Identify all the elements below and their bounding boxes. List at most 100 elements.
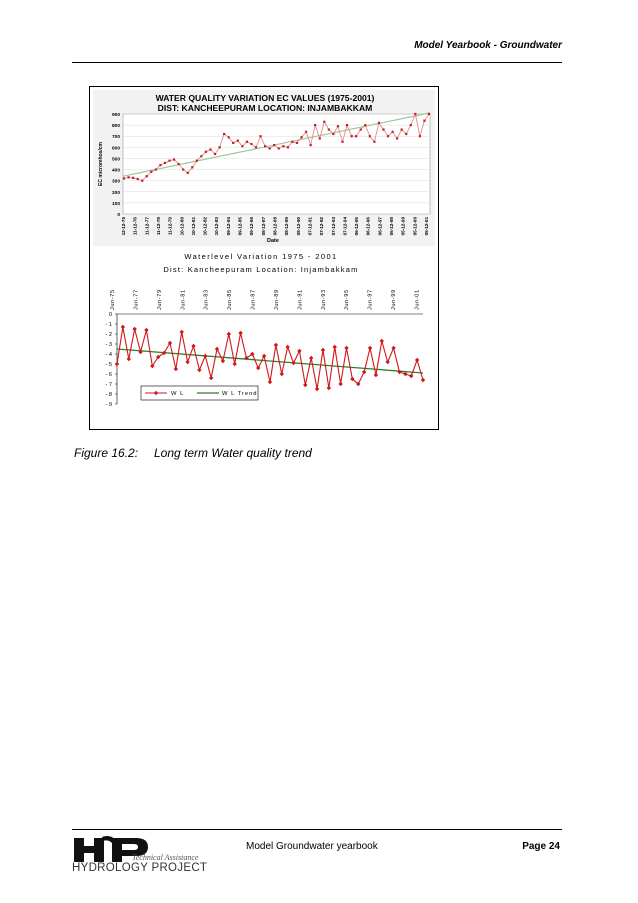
wl-data-point xyxy=(197,367,202,373)
ec-data-point xyxy=(373,140,376,143)
wl-legend-label-wl: W L xyxy=(171,391,184,397)
wl-data-point xyxy=(179,329,184,335)
ec-y-tick-label: 500 xyxy=(112,156,120,162)
ec-data-point xyxy=(163,161,167,164)
ec-x-axis-label: Date xyxy=(267,238,279,244)
ec-data-point xyxy=(236,139,239,142)
wl-data-point xyxy=(361,369,367,375)
wl-y-tick-label: - 8 xyxy=(105,392,112,398)
wl-y-tick-label: - 4 xyxy=(105,352,112,358)
ec-x-tick-label: 07-12-91 xyxy=(307,217,312,236)
ec-data-point xyxy=(195,159,198,162)
ec-data-point xyxy=(168,159,171,162)
wl-chart-title: Waterlevel Variation 1975 - 2001 xyxy=(184,252,337,261)
ec-data-point xyxy=(122,177,126,180)
ec-x-tick-label: 08-12-88 xyxy=(273,217,278,236)
ec-data-point xyxy=(427,112,431,116)
wl-data-point xyxy=(256,365,261,371)
ec-data-point xyxy=(209,148,212,151)
ec-x-tick-label: 10-12-81 xyxy=(191,217,196,236)
ec-data-point xyxy=(341,140,344,143)
wl-data-point xyxy=(238,330,243,336)
ec-data-point xyxy=(141,179,144,182)
wl-y-tick-label: - 9 xyxy=(105,402,112,408)
ec-x-tick-label: 10-12-82 xyxy=(203,217,208,236)
header-divider xyxy=(72,62,562,63)
ec-x-tick-label: 11-12-76 xyxy=(133,217,138,236)
ec-data-point xyxy=(350,135,353,138)
ec-y-tick-label: 700 xyxy=(112,134,120,140)
ec-data-point xyxy=(268,147,271,150)
wl-trend-line xyxy=(116,348,424,374)
ec-x-tick-label: 11-12-77 xyxy=(144,217,149,236)
wl-data-point xyxy=(214,346,220,352)
wl-data-point xyxy=(267,379,273,385)
ec-data-point xyxy=(382,128,385,131)
ec-data-point xyxy=(245,140,249,143)
ec-x-tick-label: 10-12-83 xyxy=(214,217,219,236)
wl-data-point xyxy=(391,345,396,351)
wl-data-point xyxy=(220,358,226,364)
ec-x-tick-label: 09-12-86 xyxy=(249,217,254,236)
ec-chart: WATER QUALITY VARIATION EC VALUES (1975-… xyxy=(93,90,435,246)
wl-data-point xyxy=(344,345,349,351)
ec-data-point xyxy=(250,142,253,146)
wl-x-tick-label: Jun-75 xyxy=(110,289,116,310)
ec-data-point xyxy=(286,146,289,149)
ec-y-tick-label: 600 xyxy=(112,145,120,151)
ec-data-point xyxy=(186,171,189,174)
figure-caption: Figure 16.2: Long term Water quality tren… xyxy=(74,446,312,460)
ec-data-point xyxy=(323,120,326,123)
wl-data-point xyxy=(138,349,143,355)
ec-data-point xyxy=(200,155,203,158)
ec-data-point xyxy=(418,135,421,138)
ec-data-point xyxy=(364,124,367,127)
ec-y-tick-label: 0 xyxy=(117,212,120,218)
wl-data-point xyxy=(161,350,167,356)
wl-data-point xyxy=(144,327,149,333)
wl-data-point xyxy=(332,344,337,350)
ec-data-point xyxy=(282,145,285,148)
wl-data-point xyxy=(279,371,284,377)
ec-x-tick-label: 06-12-95 xyxy=(354,217,359,236)
wl-data-point xyxy=(244,355,249,361)
wl-data-point xyxy=(420,377,426,383)
ec-data-point xyxy=(232,141,235,144)
ec-x-tick-label: 05-12-01 xyxy=(424,217,429,236)
wl-data-point xyxy=(314,386,320,392)
wl-data-point xyxy=(261,353,267,359)
wl-data-point xyxy=(385,359,390,365)
wl-data-point xyxy=(132,326,137,332)
wl-chart-subtitle: Dist: Kancheepuram Location: Injambakkam xyxy=(163,265,358,274)
wl-data-point xyxy=(326,385,332,391)
wl-legend-label-trend: W L Trend xyxy=(222,391,258,397)
ec-data-point xyxy=(182,168,185,171)
wl-data-point xyxy=(250,351,255,357)
ec-data-point xyxy=(241,145,244,148)
ec-data-point xyxy=(400,128,403,131)
ec-x-tick-label: 09-12-85 xyxy=(238,217,243,236)
wl-data-point xyxy=(397,369,402,375)
wl-data-point xyxy=(285,344,290,350)
wl-x-tick-label: Jun-83 xyxy=(204,289,210,310)
ec-data-point xyxy=(145,175,148,178)
ec-x-tick-label: 06-12-98 xyxy=(389,217,394,236)
ec-data-point xyxy=(273,144,276,147)
ec-data-point xyxy=(327,128,330,131)
ec-data-point xyxy=(414,112,417,116)
wl-x-tick-label: Jun-01 xyxy=(414,289,420,310)
ec-data-point xyxy=(391,130,394,133)
ec-data-point xyxy=(423,119,426,122)
ec-data-point xyxy=(300,136,303,139)
ec-data-point xyxy=(177,162,180,166)
wl-x-tick-label: Jun-79 xyxy=(157,289,163,310)
wl-data-point xyxy=(120,324,126,330)
ec-x-tick-label: 07-12-94 xyxy=(342,217,347,236)
ec-y-tick-label: 100 xyxy=(112,201,120,207)
ec-data-point xyxy=(259,135,262,138)
ec-x-tick-label: 11-12-78 xyxy=(156,217,161,236)
wl-x-tick-label: Jun-95 xyxy=(344,289,350,310)
ec-data-point xyxy=(277,147,280,150)
wl-data-point xyxy=(191,343,196,349)
wl-data-point xyxy=(126,356,131,362)
